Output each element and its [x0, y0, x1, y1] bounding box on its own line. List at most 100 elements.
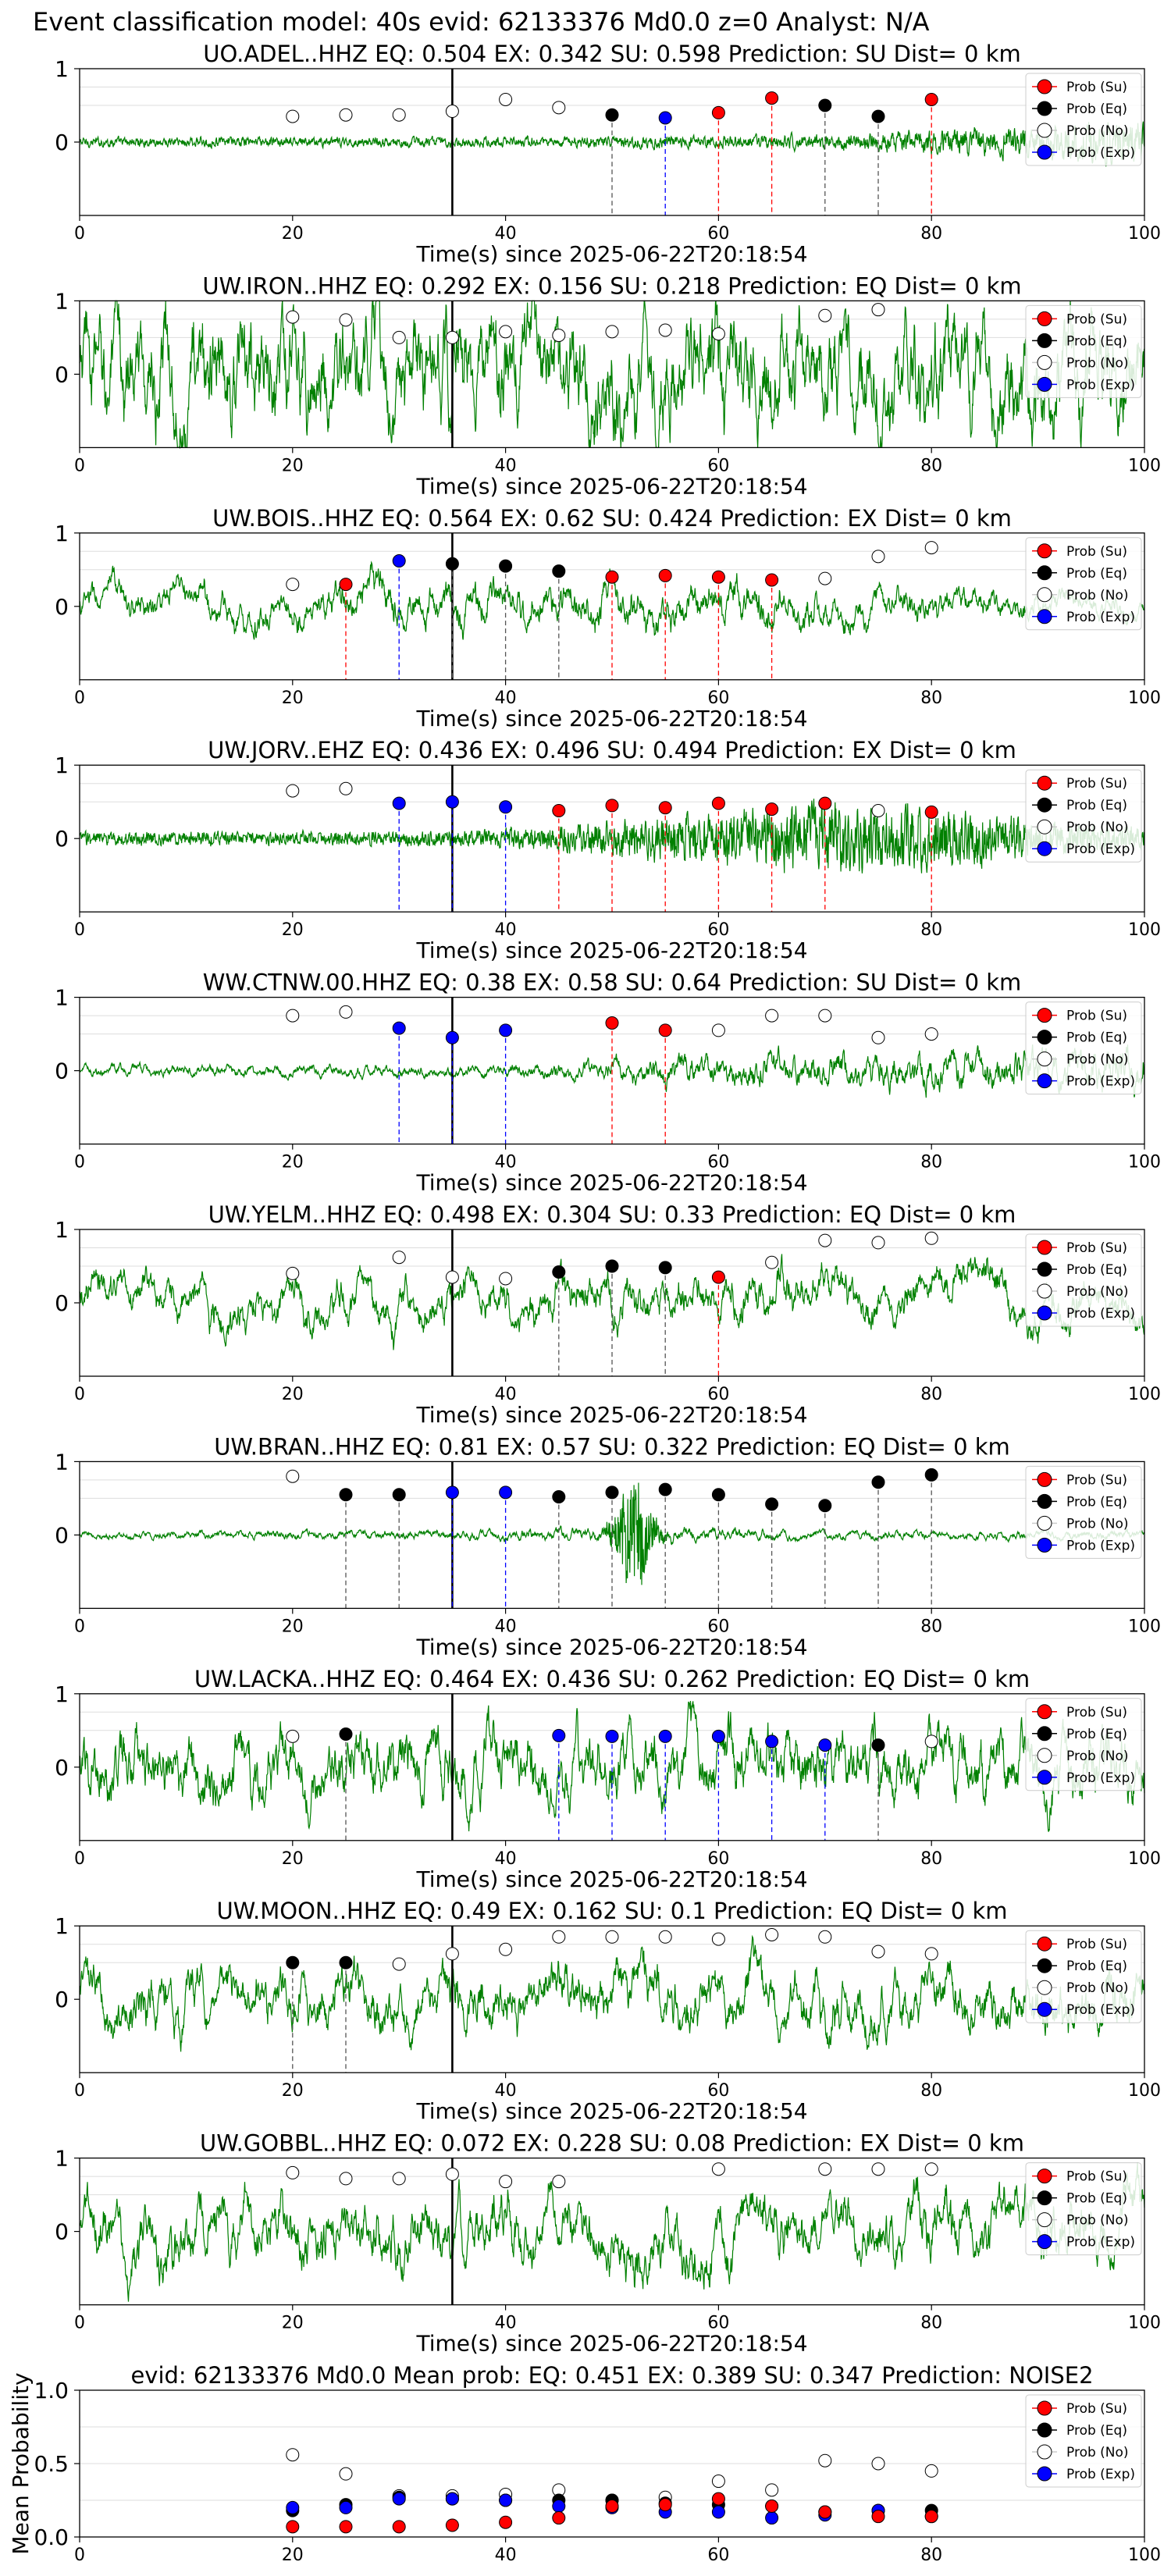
x-tick-label: 20 — [282, 688, 304, 708]
legend-marker-exp — [1037, 1305, 1052, 1321]
x-tick-label: 80 — [920, 920, 942, 940]
panel-title: UW.BOIS..HHZ EQ: 0.564 EX: 0.62 SU: 0.42… — [212, 505, 1012, 532]
mean-point-exp — [445, 2492, 459, 2506]
legend-marker-su — [1037, 1008, 1052, 1023]
mean-point-exp — [286, 2500, 300, 2514]
x-tick-label: 100 — [1128, 1385, 1161, 1404]
legend-marker-eq — [1037, 797, 1052, 813]
x-tick-label: 60 — [707, 2546, 729, 2565]
legend-label: Prob (Exp) — [1066, 2002, 1135, 2018]
legend-label: Prob (Eq) — [1066, 2423, 1127, 2439]
legend-label: Prob (Eq) — [1066, 333, 1127, 349]
seismogram-panel-6: UW.YELM..HHZ EQ: 0.498 EX: 0.304 SU: 0.3… — [55, 1201, 1161, 1428]
prob-marker-no — [552, 2175, 566, 2189]
prob-marker-no — [924, 1735, 938, 1749]
prob-marker-su — [711, 1270, 725, 1284]
x-tick-label: 40 — [495, 1617, 517, 1636]
mean-point-exp — [339, 2500, 353, 2514]
legend-marker-su — [1037, 1704, 1052, 1720]
mean-point-exp — [765, 2511, 779, 2525]
y-tick-label: 1 — [55, 288, 69, 314]
legend-label: Prob (Eq) — [1066, 1727, 1127, 1742]
prob-marker-su — [605, 1016, 619, 1030]
prob-marker-exp — [499, 1023, 513, 1037]
legend-marker-exp — [1037, 841, 1052, 856]
legend-label: Prob (Eq) — [1066, 1262, 1127, 1278]
waveform-trace — [79, 2162, 1145, 2302]
legend-marker-exp — [1037, 1770, 1052, 1785]
prob-marker-exp — [605, 1729, 619, 1743]
prob-marker-su — [658, 1023, 672, 1037]
prob-marker-exp — [765, 1735, 779, 1749]
prob-marker-no — [924, 1947, 938, 1961]
x-tick-label: 20 — [282, 1153, 304, 1172]
legend-label: Prob (No) — [1066, 2445, 1129, 2460]
prob-marker-eq — [552, 1265, 566, 1279]
legend-marker-eq — [1037, 1261, 1052, 1277]
legend-label: Prob (Eq) — [1066, 1030, 1127, 1046]
y-tick-label: 0 — [55, 826, 69, 852]
y-tick-label: 0 — [55, 1755, 69, 1781]
legend-marker-su — [1037, 543, 1052, 559]
mean-point-exp — [711, 2505, 725, 2519]
x-tick-label: 0 — [74, 920, 85, 940]
panel-title: UW.JORV..EHZ EQ: 0.436 EX: 0.496 SU: 0.4… — [208, 737, 1016, 763]
prob-marker-exp — [711, 1729, 725, 1743]
prob-marker-eq — [711, 1488, 725, 1502]
x-axis-label: Time(s) since 2025-06-22T20:18:54 — [415, 1402, 807, 1428]
x-tick-label: 40 — [495, 456, 517, 475]
prob-marker-no — [499, 1272, 513, 1286]
prob-marker-su — [765, 91, 779, 105]
legend-marker-eq — [1037, 1030, 1052, 1045]
panel-title: UW.MOON..HHZ EQ: 0.49 EX: 0.162 SU: 0.1 … — [216, 1898, 1007, 1924]
x-tick-label: 100 — [1128, 456, 1161, 475]
x-tick-label: 60 — [707, 1153, 729, 1172]
prob-marker-no — [286, 1009, 300, 1023]
x-tick-label: 100 — [1128, 1153, 1161, 1172]
seismogram-panel-9: UW.MOON..HHZ EQ: 0.49 EX: 0.162 SU: 0.1 … — [55, 1898, 1161, 2124]
x-tick-label: 40 — [495, 920, 517, 940]
panels: UO.ADEL..HHZ EQ: 0.504 EX: 0.342 SU: 0.5… — [8, 41, 1161, 2565]
legend-label: Prob (Exp) — [1066, 145, 1135, 161]
y-tick-label: 0 — [55, 1522, 69, 1548]
x-tick-label: 80 — [920, 1385, 942, 1404]
legend-label: Prob (No) — [1066, 1516, 1129, 1532]
prob-marker-no — [286, 1266, 300, 1280]
figure-suptitle: Event classification model: 40s evid: 62… — [33, 7, 930, 37]
prob-marker-su — [765, 573, 779, 587]
legend-marker-exp — [1037, 376, 1052, 392]
prob-marker-no — [871, 1944, 885, 1959]
legend-label: Prob (Eq) — [1066, 101, 1127, 117]
x-tick-label: 40 — [495, 2546, 517, 2565]
legend-marker-no — [1037, 1980, 1052, 1995]
legend-label: Prob (Eq) — [1066, 566, 1127, 582]
legend-box — [1025, 769, 1142, 863]
y-tick-label: 1 — [55, 753, 69, 778]
x-tick-label: 80 — [920, 1849, 942, 1869]
seismogram-panel-10: UW.GOBBL..HHZ EQ: 0.072 EX: 0.228 SU: 0.… — [55, 2130, 1161, 2357]
legend-label: Prob (Su) — [1066, 1705, 1127, 1720]
prob-marker-no — [499, 2175, 513, 2189]
legend-label: Prob (No) — [1066, 2213, 1129, 2229]
prob-marker-eq — [286, 1955, 300, 1969]
y-tick-label: 1 — [55, 1449, 69, 1475]
panel-title: UW.IRON..HHZ EQ: 0.292 EX: 0.156 SU: 0.2… — [202, 272, 1021, 299]
prob-marker-no — [392, 2172, 406, 2186]
prob-marker-no — [818, 1930, 832, 1944]
legend-label: Prob (Exp) — [1066, 1306, 1135, 1322]
prob-marker-no — [445, 105, 459, 119]
x-tick-label: 40 — [495, 688, 517, 708]
prob-marker-no — [818, 2162, 832, 2176]
x-tick-label: 20 — [282, 224, 304, 244]
panel-title: UO.ADEL..HHZ EQ: 0.504 EX: 0.342 SU: 0.5… — [203, 41, 1021, 67]
mean-point-su — [339, 2520, 353, 2534]
y-tick-label: 0 — [55, 361, 69, 387]
legend-marker-su — [1037, 2169, 1052, 2184]
x-tick-label: 0 — [74, 1153, 85, 1172]
prob-marker-no — [552, 329, 566, 343]
legend-box — [1025, 2162, 1142, 2256]
prob-marker-no — [286, 109, 300, 123]
prob-marker-no — [818, 1233, 832, 1247]
mean-point-su — [605, 2500, 619, 2514]
